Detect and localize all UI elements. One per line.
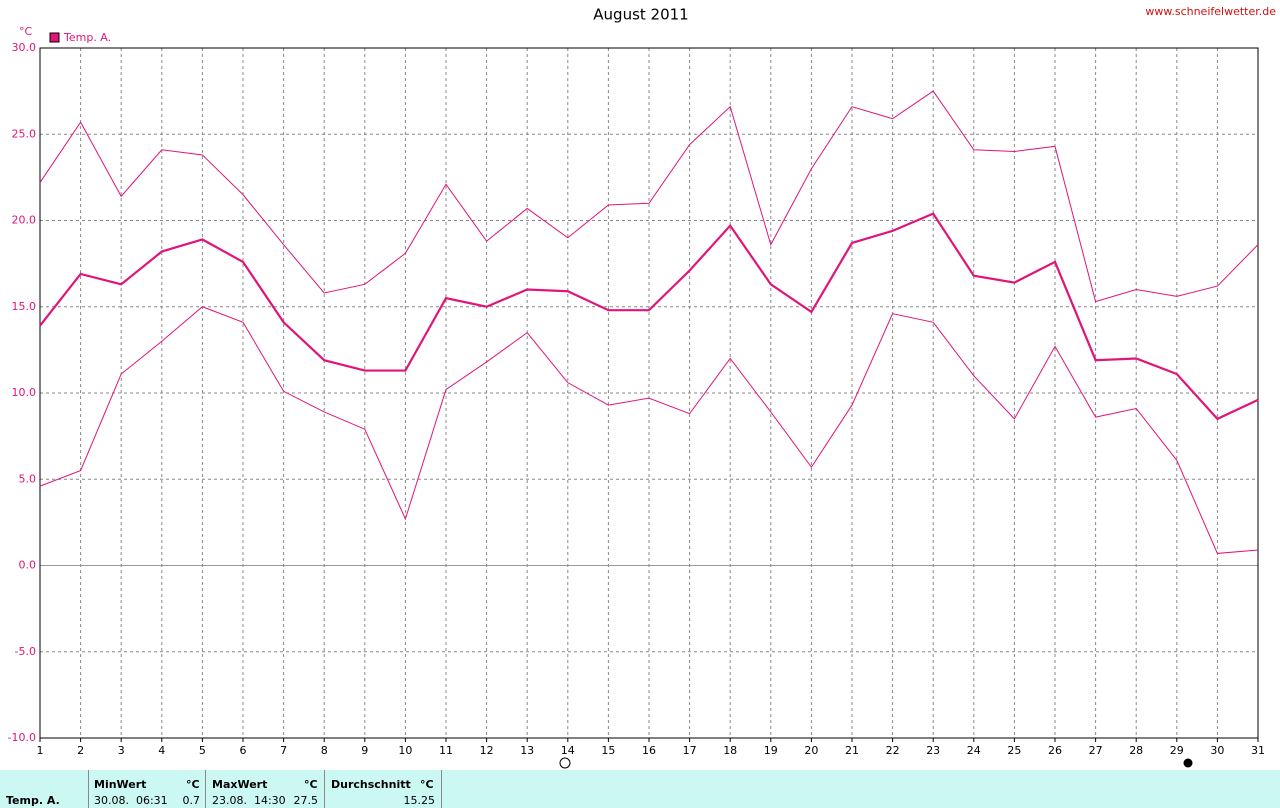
x-tick-label: 28 [1129,744,1143,757]
series-line [39,212,1259,421]
series-line [39,90,1259,303]
x-tick-label: 12 [480,744,494,757]
x-tick-label: 27 [1089,744,1103,757]
x-tick-label: 9 [361,744,368,757]
unit: °C [420,778,434,791]
x-tick-label: 16 [642,744,656,757]
y-tick-label: -10.0 [8,731,36,744]
x-tick-label: 29 [1170,744,1184,757]
x-tick-label: 7 [280,744,287,757]
x-tick-label: 17 [683,744,697,757]
value: 27.5 [293,794,319,807]
y-tick-label: 0.0 [19,559,37,572]
x-tick-label: 11 [439,744,453,757]
x-tick-label: 3 [118,744,125,757]
y-tick-label: 5.0 [19,472,37,485]
moon-full [559,757,571,769]
x-tick-label: 2 [77,744,84,757]
y-tick-label: 25.0 [12,127,37,140]
x-tick-label: 13 [520,744,534,757]
summary-table: Temp. A. MinWert °C 30.08. 06:31 0.7 Max… [0,770,1280,808]
x-tick-label: 31 [1251,744,1265,757]
x-tick-label: 23 [926,744,940,757]
x-tick-label: 5 [199,744,206,757]
separator [441,770,442,808]
x-tick-label: 14 [561,744,575,757]
x-tick-label: 1 [37,744,44,757]
x-tick-label: 30 [1210,744,1224,757]
unit: °C [186,778,200,791]
y-tick-label: 30.0 [12,41,37,54]
unit: °C [304,778,318,791]
separator [324,770,325,808]
x-tick-label: 10 [398,744,412,757]
time: 30.08. 06:31 [94,794,168,807]
separator [205,770,206,808]
value: 15.25 [403,794,436,807]
plot-frame [39,47,1259,739]
value: 0.7 [182,794,201,807]
x-tick-label: 8 [321,744,328,757]
separator [88,770,89,808]
header: Durchschnitt [331,778,411,791]
x-tick-label: 4 [158,744,165,757]
legend-label: Temp. A. [63,31,111,44]
x-tick-label: 25 [1007,744,1021,757]
x-tick-label: 20 [804,744,818,757]
header: MaxWert [212,778,268,791]
header: MinWert [94,778,147,791]
time: 23.08. 14:30 [212,794,286,807]
x-tick-label: 18 [723,744,737,757]
x-tick-label: 26 [1048,744,1062,757]
y-tick-label: 10.0 [12,386,37,399]
legend-swatch [49,32,60,43]
x-tick-label: 22 [886,744,900,757]
series-line [39,306,1259,554]
chart: August 2011 www.schneifelwetter.de °C -1… [8,5,1276,769]
chart-title: August 2011 [593,6,688,24]
x-tick-label: 19 [764,744,778,757]
moon-new [1183,758,1193,768]
x-tick-label: 21 [845,744,859,757]
y-tick-label: -5.0 [15,645,36,658]
y-tick-label: 15.0 [12,300,37,313]
x-tick-label: 24 [967,744,981,757]
source: www.schneifelwetter.de [1145,5,1276,18]
x-tick-label: 15 [601,744,615,757]
y-unit: °C [19,25,33,38]
row-label: Temp. A. [6,794,60,807]
y-tick-label: 20.0 [12,214,37,227]
x-tick-label: 6 [240,744,247,757]
